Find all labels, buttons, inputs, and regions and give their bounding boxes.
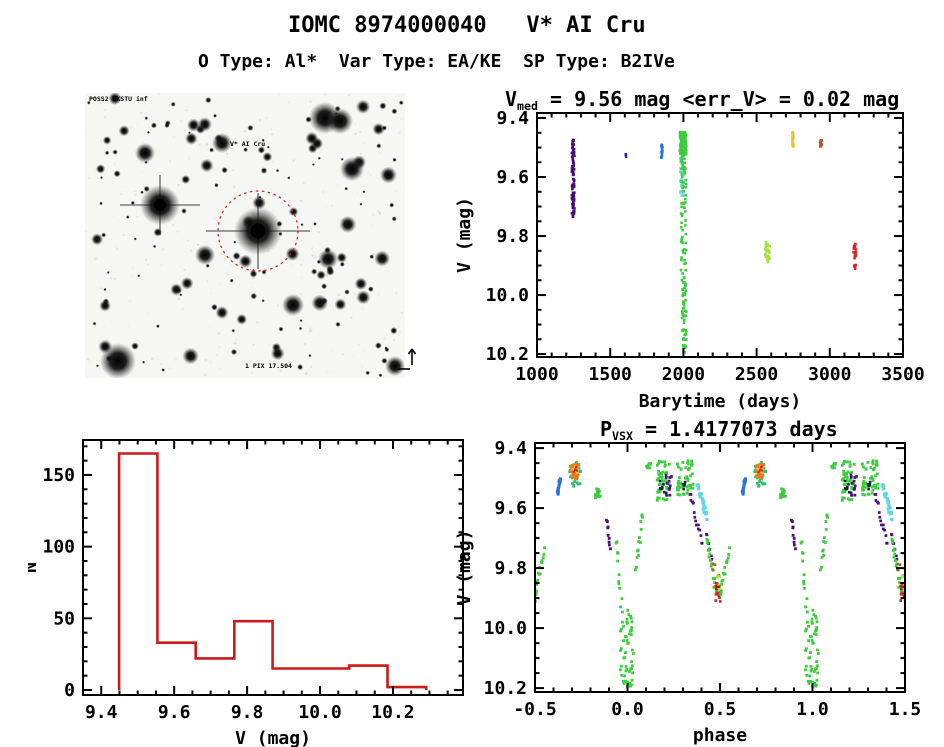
lightcurve-x-tick-label: 3500 [881, 364, 924, 385]
finding-chart: POSS2 UKSTU inf V* AI Cru 1 PIX 17.504 [85, 91, 421, 382]
bright-star-core [153, 198, 167, 212]
phase-y-tick-label: 9.8 [494, 558, 527, 579]
survey-label: POSS2 UKSTU inf [89, 95, 148, 103]
phase-x-tick-label: 1.0 [796, 699, 829, 720]
lightcurve-plot: 1000 1500 2000 2500 3000 3500 9.4 9.6 9.8 10.0 10.… [454, 108, 925, 412]
finding-chart-image: POSS2 UKSTU inf V* AI Cru 1 PIX 17.504 [85, 91, 417, 380]
lc-title-main: V [505, 87, 518, 111]
star [340, 157, 364, 181]
histogram-x-tick-label: 10.0 [298, 702, 341, 723]
phase-chart: -0.5 0.0 0.5 1.0 1.5 9.4 9.6 9.8 10.0 10.2 phase V … [440, 415, 944, 747]
lightcurve-y-tick-label: 9.8 [496, 226, 529, 247]
star [282, 294, 304, 316]
lightcurve-x-axis-label: Barytime (days) [639, 391, 802, 412]
phase-plot: -0.5 0.0 0.5 1.0 1.5 9.4 9.6 9.8 10.0 10.2 phase V … [454, 438, 922, 746]
lightcurve-plot-frame [536, 112, 904, 358]
histogram-y-tick-label: 150 [42, 465, 75, 486]
lightcurve-x-tick-label: 2500 [735, 364, 778, 385]
lightcurve-y-tick-label: 9.4 [496, 108, 529, 129]
histogram-x-tick-label: 9.8 [231, 702, 264, 723]
histogram-y-axis-label: N [28, 562, 41, 573]
lightcurve-chart: 1000 1500 2000 2500 3000 3500 9.4 9.6 9.8 10.0 10.… [440, 85, 944, 419]
star [195, 245, 215, 265]
phase-x-tick-label: -0.5 [513, 699, 556, 720]
phase-x-axis-label: phase [693, 725, 747, 746]
histogram-chart: 9.4 9.6 9.8 10.0 10.2 0 50 100 150 V (mag) N [20, 420, 480, 747]
phase-y-axis-label: V (mag) [454, 530, 475, 606]
star [135, 143, 155, 163]
star [385, 356, 405, 376]
ph-title-sub: VSX [612, 428, 633, 443]
phase-data-points [534, 459, 906, 688]
lightcurve-plot-title: Vmed = 9.56 mag <err_V> = 0.02 mag [505, 87, 900, 113]
phase-y-tick-label: 10.0 [484, 618, 527, 639]
star [327, 108, 353, 134]
lightcurve-x-tick-label: 2000 [662, 364, 705, 385]
histogram-x-tick-label: 9.4 [85, 702, 118, 723]
lightcurve-y-tick-label: 9.6 [496, 167, 529, 188]
lightcurve-y-tick-label: 10.0 [486, 285, 529, 306]
histogram-plot: 9.4 9.6 9.8 10.0 10.2 0 50 100 150 V (mag) N [20, 439, 464, 747]
page-subtitle: O Type: Al* Var Type: EA/KE SP Type: B2I… [198, 51, 675, 72]
phase-y-tick-label: 9.6 [494, 498, 527, 519]
phase-y-tick-label: 10.2 [484, 678, 527, 699]
histogram-y-tick-label: 50 [53, 608, 75, 629]
phase-x-tick-label: 1.5 [889, 699, 922, 720]
phase-x-tick-label: 0.0 [611, 699, 644, 720]
phase-x-tick-label: 0.5 [704, 699, 737, 720]
histogram-plot-frame [82, 439, 464, 696]
star [212, 133, 232, 153]
histogram-x-tick-label: 9.6 [158, 702, 191, 723]
lc-title-sub: med [517, 98, 538, 113]
target-aperture-circle [217, 190, 299, 272]
histogram-x-tick-label: 10.2 [371, 702, 414, 723]
page-title: IOMC 8974000040 V* AI Cru [288, 13, 646, 38]
phase-plot-title: PVSX = 1.4177073 days [600, 417, 838, 443]
histogram-outline [117, 452, 428, 690]
bright-star-core [250, 223, 266, 239]
star [318, 249, 338, 269]
pixel-scale-label: 1 PIX 17.504 [245, 362, 292, 370]
lightcurve-data-points [570, 130, 858, 354]
lightcurve-x-tick-label: 1500 [589, 364, 632, 385]
histogram-x-axis-label: V (mag) [235, 728, 311, 747]
lc-title-rest: = 9.56 mag <err_V> = 0.02 mag [538, 87, 900, 111]
lightcurve-x-tick-label: 3000 [808, 364, 851, 385]
phase-y-tick-label: 9.4 [494, 438, 527, 459]
ph-title-main: P [600, 417, 613, 441]
lightcurve-y-tick-label: 10.2 [486, 344, 529, 365]
lightcurve-x-tick-label: 1000 [515, 364, 558, 385]
ph-title-rest: = 1.4177073 days [633, 417, 838, 441]
target-name-label: V* AI Cru [230, 140, 265, 148]
histogram-y-tick-label: 0 [64, 680, 75, 701]
star [100, 343, 136, 379]
lightcurve-y-axis-label: V (mag) [454, 197, 475, 273]
histogram-y-tick-label: 100 [42, 537, 75, 558]
